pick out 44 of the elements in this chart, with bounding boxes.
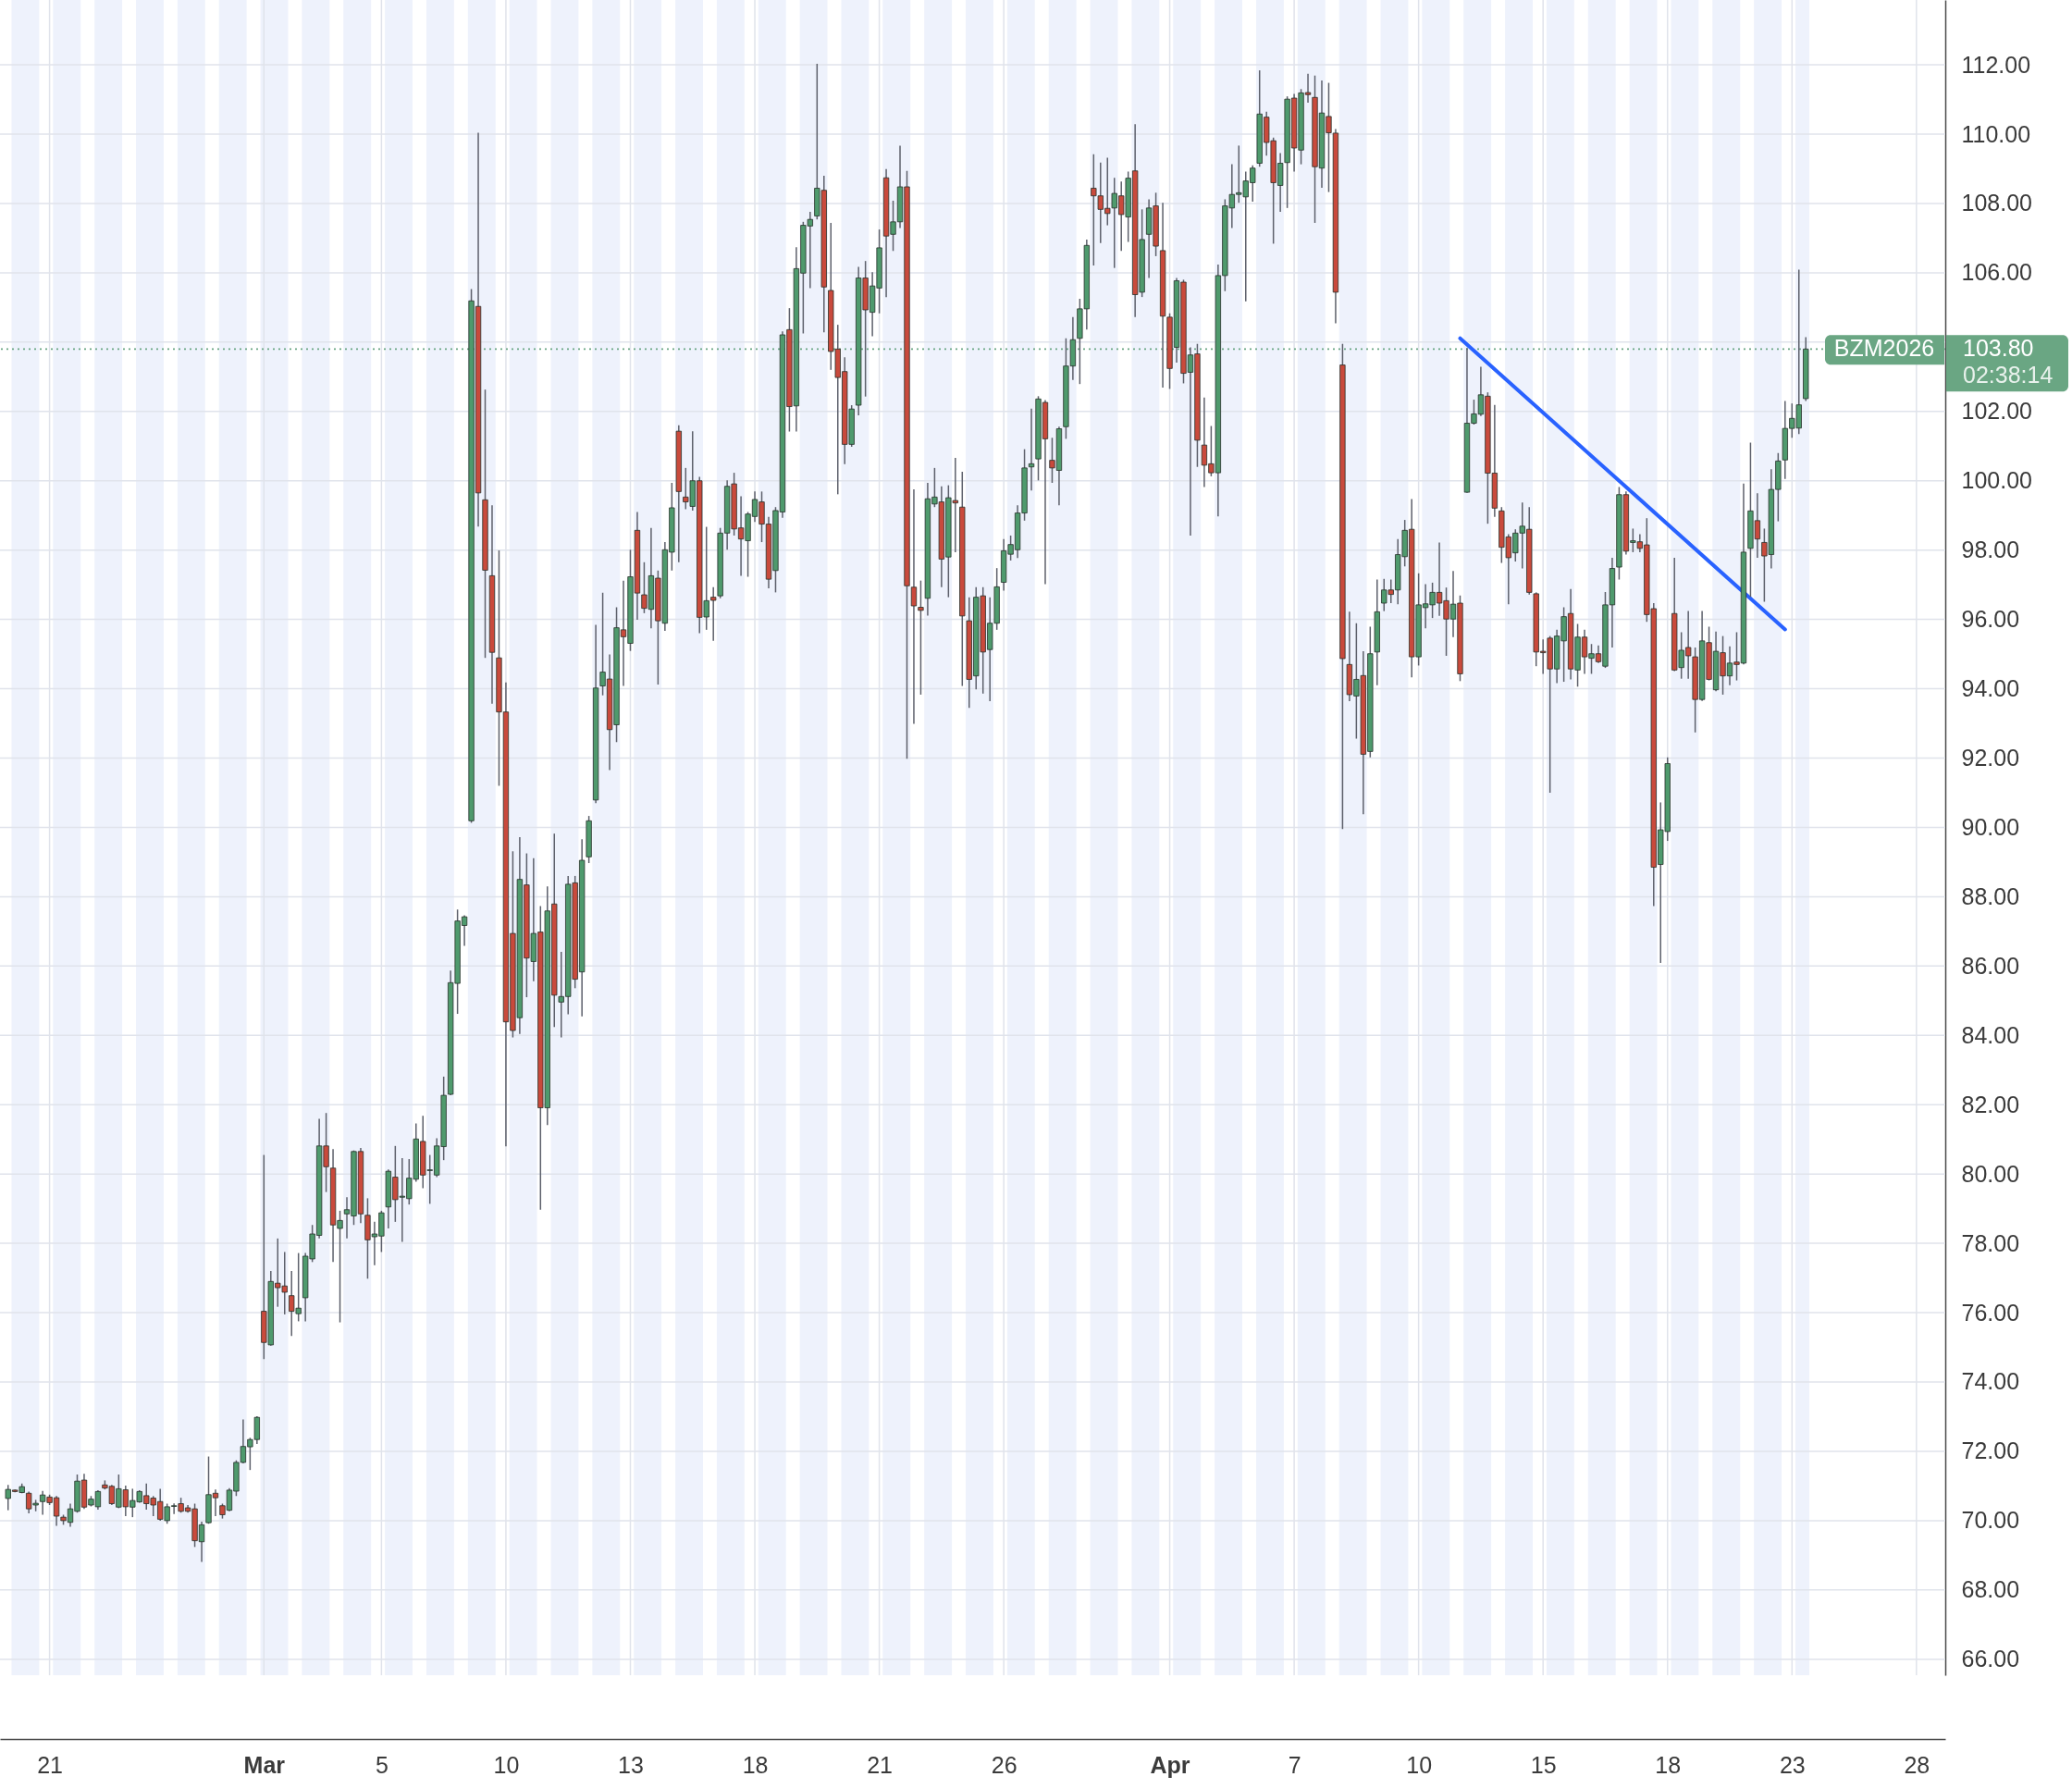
candlestick [910,488,918,725]
x-tick-label: 21 [867,1751,893,1778]
y-tick-label: 102.00 [1961,398,2032,425]
x-tick-label: 26 [991,1751,1018,1778]
y-tick-label: 112.00 [1961,51,2031,78]
y-tick-label: 76.00 [1961,1299,2020,1326]
x-tick-label: 23 [1779,1751,1806,1778]
y-tick-label: 96.00 [1961,606,2020,633]
y-tick-label: 78.00 [1961,1229,2020,1256]
y-tick-label: 88.00 [1961,882,2020,909]
x-tick-label: 10 [493,1751,520,1778]
x-tick-label: 18 [742,1751,769,1778]
y-tick-label: 90.00 [1961,813,2020,840]
y-tick-label: 80.00 [1961,1160,2020,1187]
y-tick-label: 100.00 [1961,467,2032,494]
text: 02:38:14 [1963,362,2054,389]
y-tick-label: 74.00 [1961,1368,2020,1395]
y-tick-label: 66.00 [1961,1646,2020,1672]
y-tick-label: 86.00 [1961,952,2020,979]
candlestick [1028,408,1035,491]
x-tick-label: 5 [375,1751,388,1778]
y-tick-label: 110.00 [1961,120,2031,147]
x-tick-label: 10 [1406,1751,1433,1778]
y-tick-label: 72.00 [1961,1437,2020,1464]
y-tick-label: 92.00 [1961,745,2020,771]
x-tick-label: Mar [243,1751,286,1778]
candlestick [918,579,924,696]
y-tick-label: 98.00 [1961,537,2020,563]
y-tick-label: 84.00 [1961,1021,2020,1048]
x-tick-label: 28 [1904,1751,1930,1778]
x-tick-label: 13 [618,1751,644,1778]
ref-line-label: 103.80 [1963,335,2034,362]
y-tick-label: 94.00 [1961,675,2020,702]
x-tick-label: Apr [1150,1751,1190,1778]
annotation: BZM2026 [1833,335,1935,362]
x-tick-label: 7 [1288,1751,1301,1778]
x-tick-label: 21 [37,1751,63,1778]
y-tick-label: 82.00 [1961,1091,2020,1117]
y-tick-label: 106.00 [1961,259,2032,286]
y-tick-label: 70.00 [1961,1507,2020,1534]
y-tick-label: 108.00 [1961,190,2032,216]
x-tick-label: 15 [1530,1751,1557,1778]
y-tick-label: 68.00 [1961,1576,2020,1603]
x-tick-label: 18 [1655,1751,1682,1778]
